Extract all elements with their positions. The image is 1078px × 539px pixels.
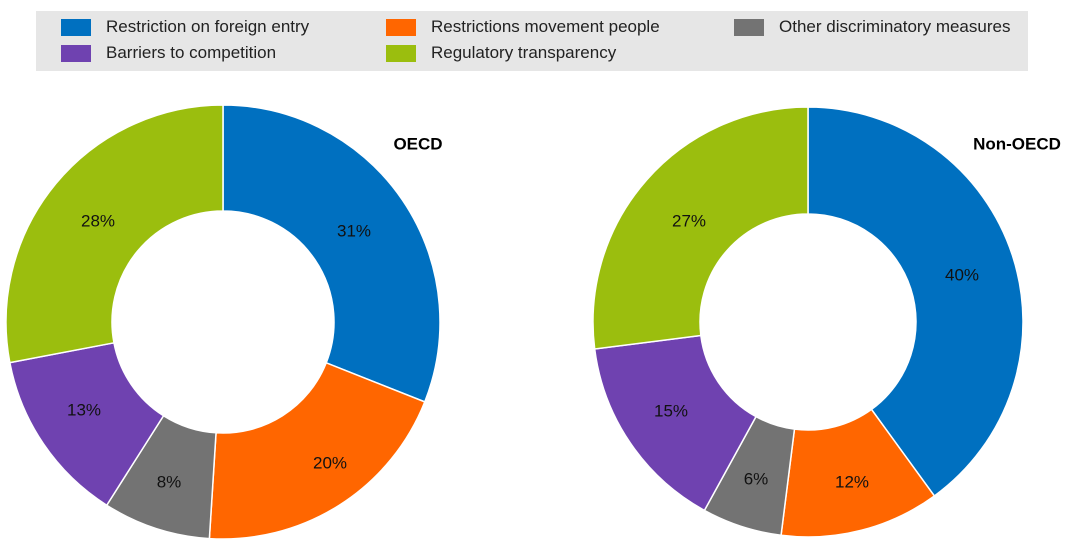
legend-item-regulatory-transparency: Regulatory transparency bbox=[386, 42, 616, 64]
non-oecd-slice-label-3: 15% bbox=[654, 401, 688, 420]
oecd-slice-label-0: 31% bbox=[337, 221, 371, 240]
legend-swatch-barriers-competition bbox=[61, 44, 91, 62]
legend-label-movement-people: Restrictions movement people bbox=[431, 17, 660, 36]
legend-label-barriers-competition: Barriers to competition bbox=[106, 43, 277, 62]
oecd-slice-0 bbox=[222, 104, 441, 403]
non-oecd-slice-label-4: 27% bbox=[672, 211, 706, 230]
oecd-slice-label-3: 13% bbox=[67, 400, 101, 419]
oecd-slice-label-1: 20% bbox=[313, 453, 347, 472]
legend-swatch-other-discriminatory bbox=[734, 18, 764, 36]
legend-swatch-regulatory-transparency bbox=[386, 44, 416, 62]
non-oecd-slice-label-2: 6% bbox=[744, 469, 769, 488]
oecd-slice-4 bbox=[5, 104, 224, 364]
oecd-slice-label-4: 28% bbox=[81, 211, 115, 230]
oecd-slice-label-2: 8% bbox=[157, 472, 182, 491]
legend-swatch-foreign-entry bbox=[61, 18, 91, 36]
legend-swatch-movement-people bbox=[386, 18, 416, 36]
non-oecd-slice-3 bbox=[593, 334, 757, 512]
legend-item-other-discriminatory: Other discriminatory measures bbox=[734, 16, 1010, 38]
non-oecd-slice-label-0: 40% bbox=[945, 265, 979, 284]
legend-item-foreign-entry: Restriction on foreign entry bbox=[61, 16, 309, 38]
legend-item-barriers-competition: Barriers to competition bbox=[61, 42, 276, 64]
legend: Restriction on foreign entry Restriction… bbox=[36, 11, 1028, 71]
non-oecd-chart-title: Non-OECD bbox=[973, 134, 1061, 153]
oecd-slice-1 bbox=[208, 361, 426, 539]
legend-item-movement-people: Restrictions movement people bbox=[386, 16, 660, 38]
non-oecd-slice-label-1: 12% bbox=[835, 472, 869, 491]
legend-label-regulatory-transparency: Regulatory transparency bbox=[431, 43, 617, 62]
legend-label-foreign-entry: Restriction on foreign entry bbox=[106, 17, 310, 36]
oecd-chart-title: OECD bbox=[393, 134, 442, 153]
non-oecd-slice-4 bbox=[592, 106, 809, 350]
legend-label-other-discriminatory: Other discriminatory measures bbox=[779, 17, 1011, 36]
non-oecd-slice-0 bbox=[807, 106, 1024, 497]
